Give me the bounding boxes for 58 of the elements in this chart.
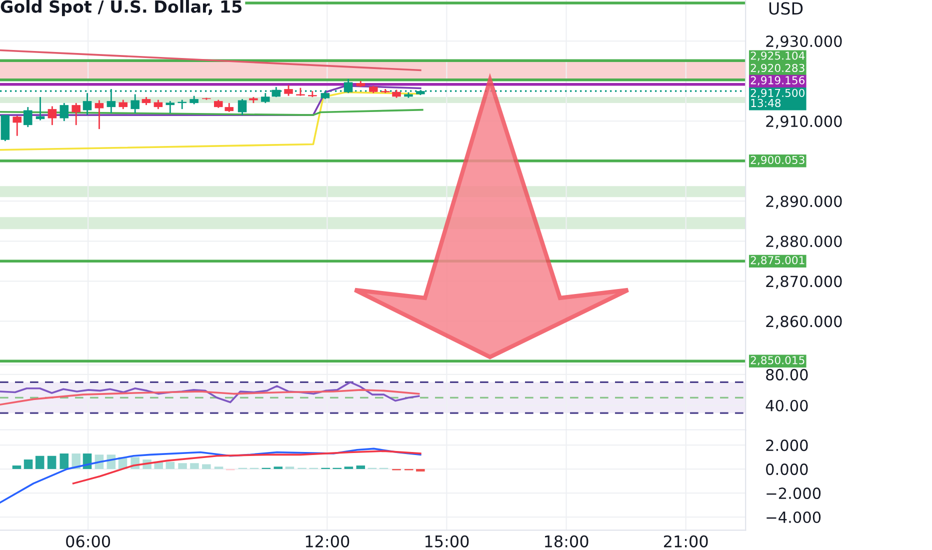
ref-line-label: 2,920.283: [750, 64, 804, 74]
line-series: [0, 381, 420, 404]
y-tick-label: 0.000: [766, 464, 808, 476]
bar: [24, 459, 33, 470]
y-tick-label: −2.000: [766, 488, 821, 500]
y-tick-label: 2,870.000: [766, 276, 842, 289]
y-tick-label: 2,880.000: [766, 236, 842, 249]
y-tick-label: 2.000: [766, 440, 808, 452]
candlestick: [24, 106, 32, 128]
y-tick-label: 40.00: [766, 400, 808, 412]
y-tick-label: 2,860.000: [766, 316, 842, 329]
candlestick: [166, 100, 175, 114]
ref-line-label: 2,917.500 13:48: [750, 88, 804, 108]
x-tick-label: 15:00: [425, 535, 469, 548]
bar: [60, 453, 69, 470]
bar: [166, 462, 175, 470]
bar: [214, 466, 224, 470]
candlestick: [82, 92, 92, 116]
text: USD: [769, 2, 803, 15]
ref-line-label: 2,925.104: [750, 52, 805, 61]
ref-line-label: 2,919.156: [750, 76, 805, 86]
candlestick: [284, 84, 293, 97]
chart-title: Gold Spot / U.S. Dollar, 15: [0, 0, 242, 16]
candlestick: [344, 78, 353, 94]
candlestick: [118, 99, 128, 110]
y-tick-label: 2,890.000: [766, 196, 842, 209]
ref-line-label: 2,900.053: [750, 156, 804, 166]
candlestick: [130, 94, 140, 114]
line-series: [0, 389, 420, 406]
candlestick: [12, 115, 22, 137]
candlestick: [48, 106, 57, 126]
x-tick-label: 21:00: [664, 535, 708, 548]
y-tick-label: 2,910.000: [766, 116, 842, 129]
bar: [274, 466, 283, 470]
x-tick-label: 06:00: [66, 535, 110, 548]
line-series: [0, 448, 422, 504]
bar: [285, 466, 294, 470]
candlestick: [72, 102, 80, 126]
x-tick-label: 12:00: [306, 535, 350, 548]
bar: [190, 463, 199, 470]
x-tick-label: 18:00: [545, 535, 588, 548]
bar: [35, 456, 44, 470]
y-tick-label: −4.000: [766, 511, 821, 524]
bar: [47, 456, 56, 470]
candlestick: [60, 102, 69, 122]
bar: [344, 466, 354, 470]
y-tick-label: 80.00: [766, 368, 808, 380]
line-series: [72, 450, 422, 484]
bar: [12, 465, 22, 470]
bar: [178, 463, 187, 470]
candlestick: [154, 99, 163, 110]
ref-line-label: 2,850.015: [750, 356, 804, 366]
bar: [202, 464, 211, 470]
y-tick-label: 2,930.000: [766, 35, 842, 49]
candlestick: [94, 100, 104, 130]
candlestick: [238, 98, 247, 116]
bar: [356, 465, 366, 470]
ref-line-label: 2,875.001: [750, 256, 804, 266]
